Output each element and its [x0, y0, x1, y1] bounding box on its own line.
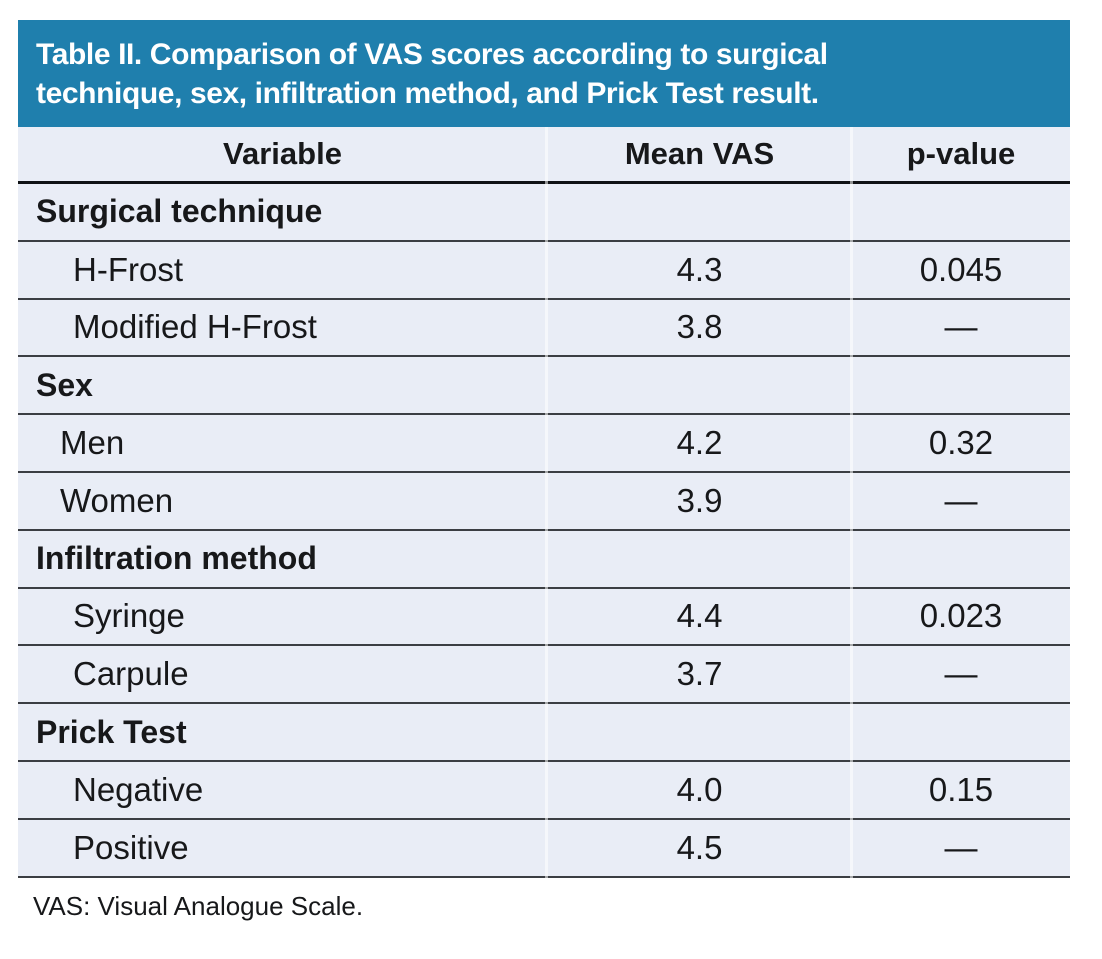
section-header-label: Sex: [36, 366, 93, 403]
column-header-row: Variable Mean VAS p-value: [18, 127, 1070, 184]
mean-vas-value: 3.8: [676, 308, 723, 346]
table-title: Table II. Comparison of VAS scores accor…: [36, 37, 828, 110]
mean-vas-cell-empty: [547, 704, 852, 760]
p-value-value: 0.045: [919, 250, 1003, 288]
table-row: Women 3.9 —: [18, 472, 1070, 531]
mean-vas-cell-empty: [547, 184, 852, 240]
table-row: Men 4.2 0.32: [18, 415, 1070, 473]
section-header-row: Surgical technique: [18, 184, 1070, 242]
p-value-value: —: [944, 828, 978, 866]
row-label: Carpule: [73, 655, 189, 693]
p-value-value: —: [944, 308, 978, 346]
row-label: Women: [60, 481, 174, 519]
p-value-cell-empty: [852, 184, 1070, 240]
section-header-label: Prick Test: [36, 713, 187, 750]
mean-vas-value: 4.0: [676, 770, 723, 808]
p-value-value: 0.32: [928, 424, 994, 462]
table-row: Carpule 3.7 —: [18, 646, 1070, 705]
p-value-value: —: [944, 481, 978, 519]
mean-vas-cell-empty: [547, 531, 852, 587]
vas-comparison-table: Table II. Comparison of VAS scores accor…: [18, 20, 1070, 921]
mean-vas-value: 4.3: [676, 250, 723, 288]
row-label: Modified H-Frost: [73, 308, 317, 346]
row-label: Syringe: [73, 597, 185, 635]
table-row: H-Frost 4.3 0.045: [18, 241, 1070, 300]
row-label: Positive: [73, 828, 189, 866]
p-value-value: —: [944, 655, 978, 693]
p-value-value: 0.15: [928, 770, 994, 808]
mean-vas-value: 4.4: [676, 597, 723, 635]
p-value-cell-empty: [852, 704, 1070, 760]
section-header-row: Sex: [18, 357, 1070, 416]
mean-vas-value: 4.5: [676, 828, 723, 866]
section-header-row: Infiltration method: [18, 530, 1070, 589]
table-row: Modified H-Frost 3.8 —: [18, 299, 1070, 358]
table-row: Syringe 4.4 0.023: [18, 588, 1070, 647]
row-label: H-Frost: [73, 250, 183, 288]
row-label: Negative: [73, 770, 204, 808]
section-header-label: Surgical technique: [36, 193, 323, 230]
p-value-cell-empty: [852, 531, 1070, 587]
section-header-row: Prick Test: [18, 704, 1070, 762]
p-value-value: 0.023: [919, 597, 1003, 635]
mean-vas-value: 4.2: [676, 424, 723, 462]
section-header-label: Infiltration method: [36, 540, 317, 577]
row-label: Men: [60, 424, 125, 462]
mean-vas-cell-empty: [547, 357, 852, 413]
column-header-mean-vas: Mean VAS: [624, 136, 775, 171]
table-title-band: Table II. Comparison of VAS scores accor…: [18, 20, 1070, 127]
mean-vas-value: 3.7: [676, 655, 723, 693]
table-row: Positive 4.5 —: [18, 819, 1070, 878]
p-value-cell-empty: [852, 357, 1070, 413]
mean-vas-value: 3.9: [676, 481, 723, 519]
table-row: Negative 4.0 0.15: [18, 761, 1070, 820]
column-header-p-value: p-value: [906, 136, 1016, 171]
table-footnote: VAS: Visual Analogue Scale.: [33, 890, 364, 921]
table-rows: Variable Mean VAS p-value Surgical techn…: [18, 127, 1070, 878]
column-header-variable: Variable: [223, 136, 342, 171]
